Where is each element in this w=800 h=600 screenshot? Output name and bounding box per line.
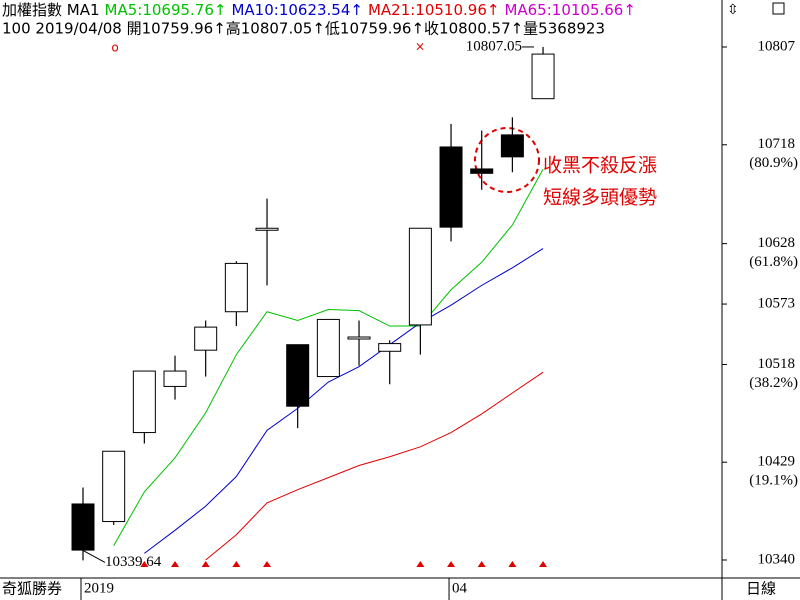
signal-marker	[477, 561, 486, 567]
candle-body	[286, 344, 310, 407]
window-button[interactable]	[772, 2, 785, 15]
x-tick-label: 2019	[84, 580, 114, 596]
scroll-icon[interactable]: ⇳	[727, 2, 739, 18]
candle-body	[102, 450, 126, 523]
y-tick-label: 10518	[758, 356, 796, 372]
candle-body	[531, 53, 555, 100]
signal-marker	[539, 561, 548, 567]
legend-item: MA65:10105.66↑	[504, 1, 635, 19]
signal-marker	[201, 561, 210, 567]
y-tick-label: 10718	[758, 136, 796, 152]
candle-body	[224, 262, 248, 313]
legend-item: 加權指數 MA1	[2, 1, 100, 19]
candle-body	[408, 227, 432, 326]
signal-marker	[140, 561, 149, 567]
y-tick-note: (61.8%)	[749, 254, 798, 270]
ma-line	[205, 371, 544, 561]
candle-body	[71, 503, 95, 551]
candle-body	[347, 336, 371, 340]
candle-body	[163, 370, 187, 387]
legend: 加權指數 MA1 MA5:10695.76↑ MA10:10623.54↑ MA21:…	[2, 1, 636, 19]
annotation-text: 收黑不殺反漲	[543, 155, 657, 177]
signal-marker	[171, 561, 180, 567]
signal-marker	[508, 561, 517, 567]
footer-right: 日線	[746, 580, 776, 598]
candle-body	[194, 326, 218, 351]
x-tick-label: 04	[452, 580, 468, 596]
y-tick-label: 10573	[758, 295, 796, 311]
signal-marker	[447, 561, 456, 567]
y-tick-note: (19.1%)	[749, 473, 798, 489]
y-tick-label: 10340	[758, 551, 796, 567]
legend-item: MA5:10695.76↑	[105, 1, 227, 19]
annotation-circle	[474, 127, 540, 193]
y-tick-note: (80.9%)	[749, 155, 798, 171]
info-line: 100 2019/04/08 開10759.96↑高10807.05↑低1075…	[2, 20, 605, 38]
legend-item: MA10:10623.54↑	[231, 1, 362, 19]
marker-circle: o	[111, 41, 118, 55]
candle-body	[470, 168, 494, 174]
y-tick-label: 10807	[758, 38, 796, 54]
low-label: 10339.64	[105, 554, 162, 570]
y-tick-note: (38.2%)	[749, 375, 798, 391]
legend-item: MA21:10510.96↑	[368, 1, 499, 19]
candle-body	[500, 134, 524, 158]
candle-body	[316, 318, 340, 378]
ma-line	[113, 168, 544, 546]
candle-body	[439, 146, 463, 228]
candle-body	[255, 227, 279, 231]
signal-marker	[232, 561, 241, 567]
candle-body	[132, 370, 156, 434]
annotation-text: 短線多頭優勢	[543, 187, 657, 209]
ma-line	[144, 248, 544, 554]
y-tick-label: 10628	[758, 235, 796, 251]
marker-cross: ×	[415, 40, 425, 54]
footer-left: 奇狐勝券	[2, 580, 62, 598]
signal-marker	[416, 561, 425, 567]
signal-marker	[263, 561, 272, 567]
low-pointer	[82, 549, 106, 563]
y-tick-label: 10429	[758, 454, 796, 470]
high-label: 10807.05	[466, 38, 522, 54]
candle-body	[378, 343, 402, 352]
